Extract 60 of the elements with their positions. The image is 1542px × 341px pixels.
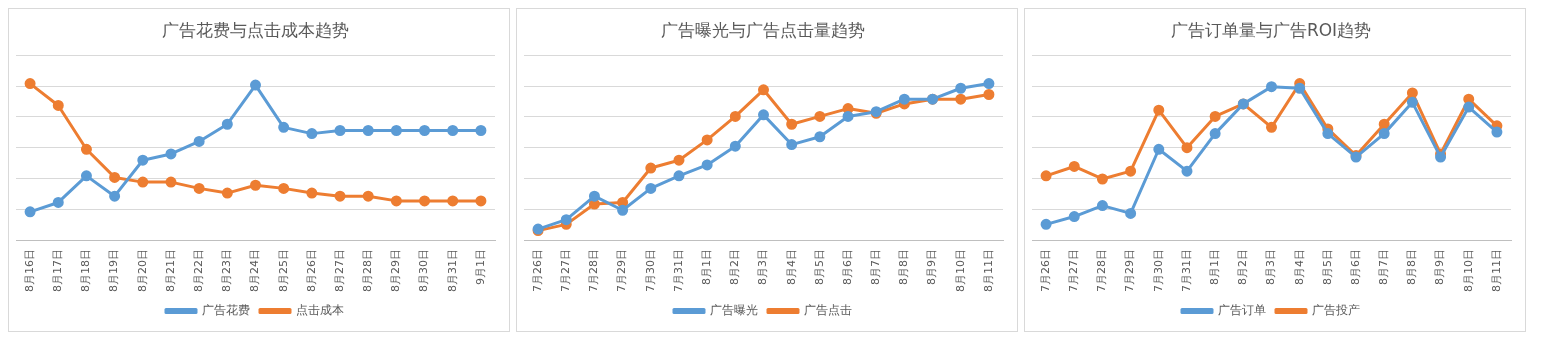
x-tick-label: 7月27日 — [1067, 249, 1081, 292]
x-tick-label: 8月29日 — [389, 249, 403, 292]
x-tick-label: 8月3日 — [1264, 249, 1278, 285]
x-tick-label: 8月27日 — [332, 249, 346, 292]
x-tick-label: 7月29日 — [1123, 249, 1137, 292]
x-tick-label: 8月19日 — [107, 249, 121, 292]
x-tick-label: 8月20日 — [135, 249, 149, 292]
x-tick-label: 8月21日 — [163, 249, 177, 292]
legend-label: 广告点击 — [804, 303, 852, 318]
x-tick-label: 8月16日 — [22, 249, 36, 292]
x-tick-label: 8月28日 — [361, 249, 375, 292]
x-tick-label: 8月2日 — [728, 249, 742, 285]
x-tick-label: 8月1日 — [700, 249, 714, 285]
x-tick-label: 7月28日 — [587, 249, 601, 292]
x-tick-label: 8月11日 — [981, 249, 995, 292]
x-tick-label: 8月3日 — [756, 249, 770, 285]
x-tick-label: 8月5日 — [812, 249, 826, 285]
x-tick-label: 7月31日 — [1179, 249, 1193, 292]
x-tick-label: 8月2日 — [1236, 249, 1250, 285]
chart-title: 广告花费与点击成本趋势 — [161, 19, 349, 40]
x-tick-label: 7月28日 — [1095, 249, 1109, 292]
x-tick-label: 7月27日 — [559, 249, 573, 292]
x-tick-label: 9月1日 — [473, 249, 487, 285]
x-tick-label: 8月10日 — [1461, 249, 1475, 292]
x-tick-label: 8月23日 — [220, 249, 234, 292]
legend-label: 点击成本 — [296, 303, 344, 318]
x-tick-label: 7月30日 — [643, 249, 657, 292]
x-tick-label: 8月8日 — [897, 249, 911, 285]
x-tick-label: 7月29日 — [615, 249, 629, 292]
chart-title: 广告订单量与广告ROI趋势 — [1170, 19, 1372, 40]
x-tick-label: 8月6日 — [1348, 249, 1362, 285]
x-tick-label: 8月6日 — [840, 249, 854, 285]
x-tick-label: 8月17日 — [51, 249, 65, 292]
x-tick-label: 8月31日 — [445, 249, 459, 292]
x-tick-label: 8月30日 — [417, 249, 431, 292]
x-tick-label: 7月30日 — [1151, 249, 1165, 292]
x-tick-label: 8月7日 — [1377, 249, 1391, 285]
x-tick-label: 8月1日 — [1208, 249, 1222, 285]
x-tick-label: 8月22日 — [192, 249, 206, 292]
x-tick-label: 8月10日 — [953, 249, 967, 292]
x-tick-label: 7月26日 — [1038, 249, 1052, 292]
x-tick-label: 8月24日 — [248, 249, 262, 292]
x-tick-label: 8月25日 — [276, 249, 290, 292]
x-tick-label: 8月4日 — [784, 249, 798, 285]
legend-label: 广告曝光 — [710, 303, 758, 318]
x-tick-label: 7月31日 — [671, 249, 685, 292]
x-tick-label: 8月11日 — [1489, 249, 1503, 292]
x-tick-label: 8月7日 — [869, 249, 883, 285]
legend-label: 广告花费 — [202, 303, 250, 318]
x-tick-label: 8月8日 — [1405, 249, 1419, 285]
x-tick-label: 8月9日 — [1433, 249, 1447, 285]
x-tick-label: 8月18日 — [79, 249, 93, 292]
chart-title: 广告曝光与广告点击量趋势 — [661, 19, 865, 40]
x-tick-label: 8月4日 — [1292, 249, 1306, 285]
legend-label: 广告投产 — [1312, 303, 1360, 318]
x-tick-label: 8月26日 — [304, 249, 318, 292]
legend-label: 广告订单 — [1218, 303, 1266, 318]
x-tick-label: 8月5日 — [1320, 249, 1334, 285]
x-tick-label: 7月26日 — [530, 249, 544, 292]
x-tick-label: 8月9日 — [925, 249, 939, 285]
